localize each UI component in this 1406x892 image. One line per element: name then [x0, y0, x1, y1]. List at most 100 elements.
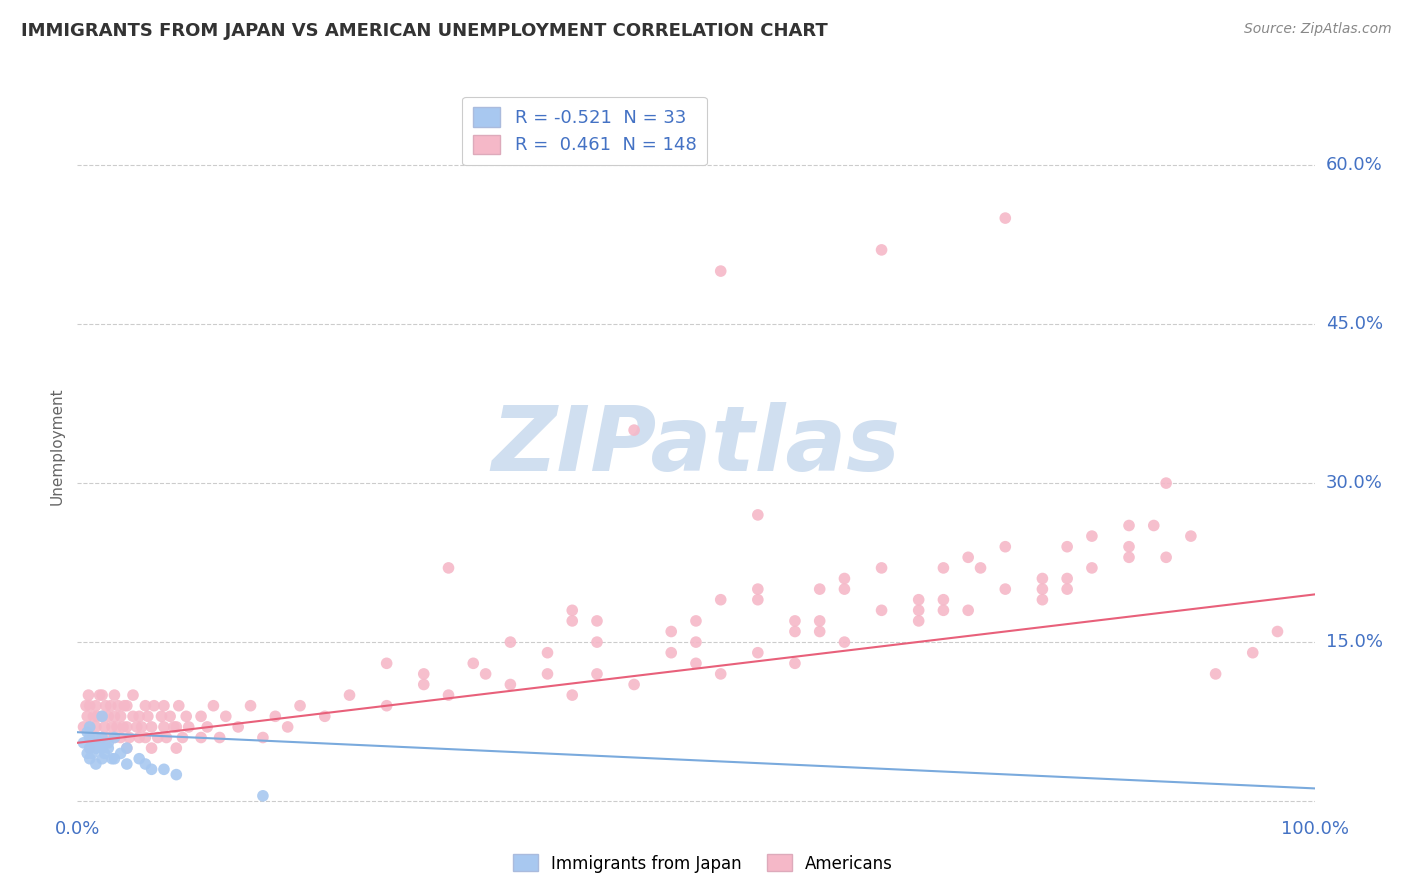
Point: [561, 614, 583, 628]
Point: [110, 731, 132, 745]
Point: [155, 731, 177, 745]
Point: [153, 698, 176, 713]
Point: [623, 677, 645, 691]
Point: [932, 603, 955, 617]
Point: [82, 747, 104, 761]
Point: [957, 603, 980, 617]
Point: [118, 731, 141, 745]
Point: [623, 423, 645, 437]
Point: [586, 635, 609, 649]
Point: [136, 709, 159, 723]
Point: [969, 561, 991, 575]
Point: [1031, 582, 1053, 596]
Point: [195, 720, 218, 734]
Legend: R = -0.521  N = 33, R =  0.461  N = 148: R = -0.521 N = 33, R = 0.461 N = 148: [463, 96, 707, 165]
Point: [165, 741, 187, 756]
Point: [1205, 667, 1227, 681]
Point: [79, 720, 101, 734]
Point: [165, 720, 187, 734]
Point: [586, 614, 609, 628]
Point: [994, 582, 1017, 596]
Point: [115, 720, 138, 734]
Text: Source: ZipAtlas.com: Source: ZipAtlas.com: [1244, 22, 1392, 37]
Point: [159, 709, 181, 723]
Point: [91, 741, 114, 756]
Point: [97, 736, 120, 750]
Point: [84, 757, 107, 772]
Point: [153, 720, 176, 734]
Point: [107, 698, 129, 713]
Point: [202, 698, 225, 713]
Point: [84, 698, 107, 713]
Point: [112, 720, 135, 734]
Point: [93, 720, 115, 734]
Point: [710, 592, 733, 607]
Point: [226, 720, 249, 734]
Text: ZIPatlas: ZIPatlas: [492, 402, 900, 490]
Point: [1118, 540, 1140, 554]
Point: [747, 582, 769, 596]
Point: [437, 561, 460, 575]
Point: [76, 747, 98, 761]
Point: [783, 624, 806, 639]
Point: [957, 550, 980, 565]
Point: [91, 731, 114, 745]
Point: [1056, 582, 1078, 596]
Point: [72, 736, 94, 750]
Point: [125, 720, 148, 734]
Point: [101, 752, 124, 766]
Point: [252, 731, 274, 745]
Point: [167, 698, 190, 713]
Point: [86, 741, 108, 756]
Text: 45.0%: 45.0%: [1326, 315, 1384, 333]
Point: [907, 614, 929, 628]
Point: [907, 592, 929, 607]
Point: [89, 736, 111, 750]
Point: [932, 592, 955, 607]
Point: [91, 709, 114, 723]
Point: [1118, 518, 1140, 533]
Point: [128, 731, 150, 745]
Point: [128, 709, 150, 723]
Point: [134, 698, 156, 713]
Point: [89, 688, 111, 702]
Point: [163, 720, 186, 734]
Point: [177, 720, 200, 734]
Text: 60.0%: 60.0%: [1326, 156, 1382, 174]
Point: [463, 657, 485, 671]
Point: [115, 757, 138, 772]
Point: [84, 731, 107, 745]
Point: [103, 731, 125, 745]
Point: [103, 752, 125, 766]
Point: [75, 698, 97, 713]
Point: [747, 646, 769, 660]
Point: [110, 747, 132, 761]
Point: [870, 561, 893, 575]
Point: [586, 667, 609, 681]
Point: [870, 243, 893, 257]
Point: [131, 720, 153, 734]
Point: [86, 709, 108, 723]
Point: [134, 757, 156, 772]
Point: [499, 677, 522, 691]
Point: [100, 698, 122, 713]
Point: [103, 688, 125, 702]
Point: [1031, 572, 1053, 586]
Text: 15.0%: 15.0%: [1326, 633, 1382, 651]
Point: [834, 572, 856, 586]
Point: [1081, 529, 1104, 543]
Point: [134, 731, 156, 745]
Legend: Immigrants from Japan, Americans: Immigrants from Japan, Americans: [506, 847, 900, 880]
Point: [77, 688, 100, 702]
Point: [1241, 646, 1264, 660]
Point: [150, 709, 173, 723]
Point: [561, 688, 583, 702]
Point: [94, 698, 117, 713]
Point: [685, 614, 707, 628]
Point: [190, 709, 212, 723]
Point: [1267, 624, 1289, 639]
Point: [834, 635, 856, 649]
Point: [141, 720, 163, 734]
Point: [79, 741, 101, 756]
Point: [79, 731, 101, 745]
